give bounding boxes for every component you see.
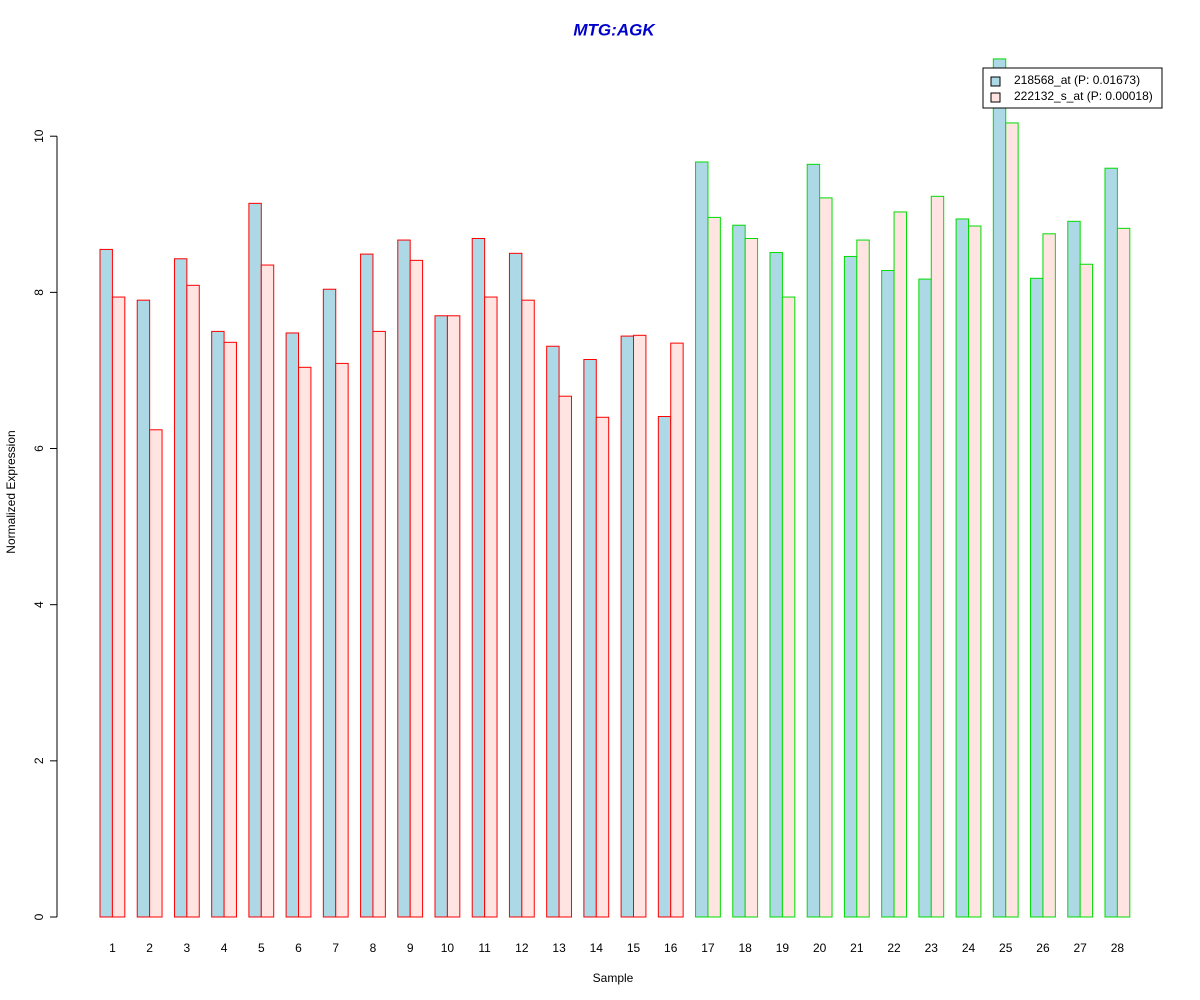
x-tick-label: 12 <box>515 941 529 955</box>
x-tick-label: 16 <box>664 941 678 955</box>
bar <box>1042 233 1056 918</box>
bar <box>657 416 672 918</box>
x-tick-label: 27 <box>1073 941 1087 955</box>
bar <box>1079 263 1094 918</box>
bar <box>211 330 225 918</box>
bar <box>992 58 1007 918</box>
x-tick-label: 25 <box>999 941 1013 955</box>
bar <box>446 315 461 918</box>
bar <box>248 202 262 918</box>
x-tick-label: 4 <box>221 941 228 955</box>
bar <box>484 296 498 918</box>
bar <box>409 259 424 918</box>
bar <box>322 288 337 918</box>
bar <box>1116 227 1131 918</box>
legend-swatch <box>990 76 1001 87</box>
bar <box>881 270 895 918</box>
bar <box>136 299 151 918</box>
bar <box>707 216 721 918</box>
legend-label: 218568_at (P: 0.01673) <box>1014 73 1140 87</box>
x-tick-label: 28 <box>1111 941 1125 955</box>
x-tick-label: 9 <box>407 941 414 955</box>
bar <box>968 225 982 918</box>
x-tick-label: 3 <box>184 941 191 955</box>
bar <box>298 366 312 918</box>
bar <box>186 284 200 918</box>
x-tick-label: 21 <box>850 941 864 955</box>
bar <box>1104 167 1118 918</box>
y-tick-label: 2 <box>32 757 46 764</box>
bar <box>471 237 486 918</box>
bar <box>819 197 833 918</box>
bar <box>558 395 572 918</box>
legend-swatch <box>990 92 1001 103</box>
bar <box>583 359 597 918</box>
bar <box>173 258 188 918</box>
bar <box>521 299 535 918</box>
y-axis-label: Normalized Expression <box>4 430 18 553</box>
x-tick-label: 18 <box>738 941 752 955</box>
bar <box>149 429 163 918</box>
bar <box>955 218 970 918</box>
x-tick-label: 15 <box>627 941 641 955</box>
x-tick-label: 26 <box>1036 941 1050 955</box>
bar <box>695 161 709 918</box>
x-tick-label: 6 <box>295 941 302 955</box>
x-tick-label: 5 <box>258 941 265 955</box>
bar <box>930 195 945 918</box>
x-tick-label: 8 <box>370 941 377 955</box>
x-tick-label: 19 <box>776 941 790 955</box>
x-tick-label: 23 <box>925 941 939 955</box>
bar <box>223 341 237 918</box>
bar <box>546 345 560 918</box>
x-tick-label: 1 <box>109 941 116 955</box>
x-tick-label: 13 <box>552 941 566 955</box>
legend-box <box>982 67 1163 109</box>
x-tick-label: 2 <box>146 941 153 955</box>
y-tick-label: 0 <box>32 913 46 920</box>
bar <box>360 253 374 918</box>
bar <box>670 342 684 918</box>
legend-label: 222132_s_at (P: 0.00018) <box>1014 89 1153 103</box>
bar <box>744 237 759 918</box>
bar <box>893 211 907 918</box>
bar <box>595 416 610 918</box>
x-tick-label: 22 <box>887 941 901 955</box>
x-tick-label: 17 <box>701 941 715 955</box>
bar <box>856 239 870 918</box>
x-tick-label: 24 <box>962 941 976 955</box>
bar <box>769 252 783 918</box>
bar <box>1030 277 1044 918</box>
bar <box>732 224 746 918</box>
bar <box>372 330 386 918</box>
bar <box>806 163 821 918</box>
bar <box>260 264 275 918</box>
bar <box>335 362 349 918</box>
bar <box>1067 220 1081 918</box>
chart-title: MTG:AGK <box>573 20 656 39</box>
bar <box>434 315 448 918</box>
y-tick-label: 10 <box>32 129 46 143</box>
y-tick-label: 4 <box>32 601 46 608</box>
bar <box>508 252 523 918</box>
x-tick-label: 14 <box>590 941 604 955</box>
x-tick-label: 11 <box>478 941 491 955</box>
bar <box>285 332 300 918</box>
bar <box>781 296 796 918</box>
y-tick-label: 8 <box>32 289 46 296</box>
bar <box>918 278 932 918</box>
x-tick-label: 20 <box>813 941 827 955</box>
x-tick-label: 10 <box>441 941 455 955</box>
bar <box>843 255 858 918</box>
bar <box>111 296 126 918</box>
bar <box>620 335 635 918</box>
bar <box>99 248 113 918</box>
x-tick-label: 7 <box>332 941 339 955</box>
x-axis-label: Sample <box>593 971 634 985</box>
bar <box>1005 122 1019 918</box>
bar <box>633 334 647 918</box>
bar <box>397 239 411 918</box>
y-tick-label: 6 <box>32 445 46 452</box>
